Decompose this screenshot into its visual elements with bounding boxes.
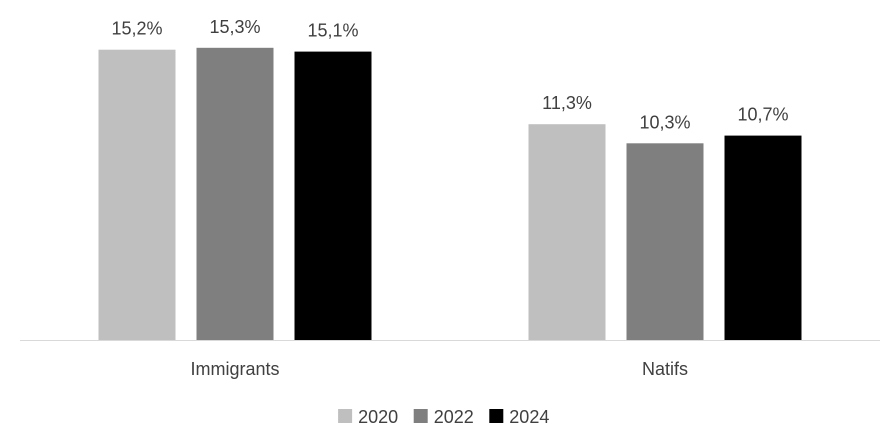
category-labels-group: Immigrants Natifs — [190, 359, 688, 379]
data-label-immigrants-2022: 15,3% — [209, 17, 260, 37]
data-label-immigrants-2024: 15,1% — [307, 21, 358, 41]
data-label-natifs-2022: 10,3% — [639, 112, 690, 132]
bar-immigrants-2020 — [98, 49, 176, 340]
bar-immigrants-2022 — [196, 47, 274, 341]
bar-immigrants-2024 — [294, 51, 372, 340]
legend: 2020 2022 2024 — [338, 407, 549, 427]
data-label-natifs-2024: 10,7% — [737, 105, 788, 125]
category-label-immigrants: Immigrants — [190, 359, 279, 379]
data-label-natifs-2020: 11,3% — [542, 93, 592, 113]
legend-label-2022: 2022 — [434, 407, 474, 427]
legend-swatch-2022 — [413, 409, 428, 423]
data-label-immigrants-2020: 15,2% — [111, 19, 162, 39]
legend-label-2020: 2020 — [358, 407, 398, 427]
bar-natifs-2022 — [626, 143, 704, 340]
legend-swatch-2024 — [489, 409, 504, 423]
bar-natifs-2024 — [724, 135, 802, 340]
legend-label-2024: 2024 — [509, 407, 549, 427]
data-labels-group: 15,2% 15,3% 15,1% 11,3% 10,3% 10,7% — [111, 17, 788, 133]
bar-natifs-2020 — [528, 124, 606, 340]
legend-swatch-2020 — [338, 409, 353, 423]
category-label-natifs: Natifs — [642, 359, 688, 379]
bars-group — [98, 47, 802, 341]
